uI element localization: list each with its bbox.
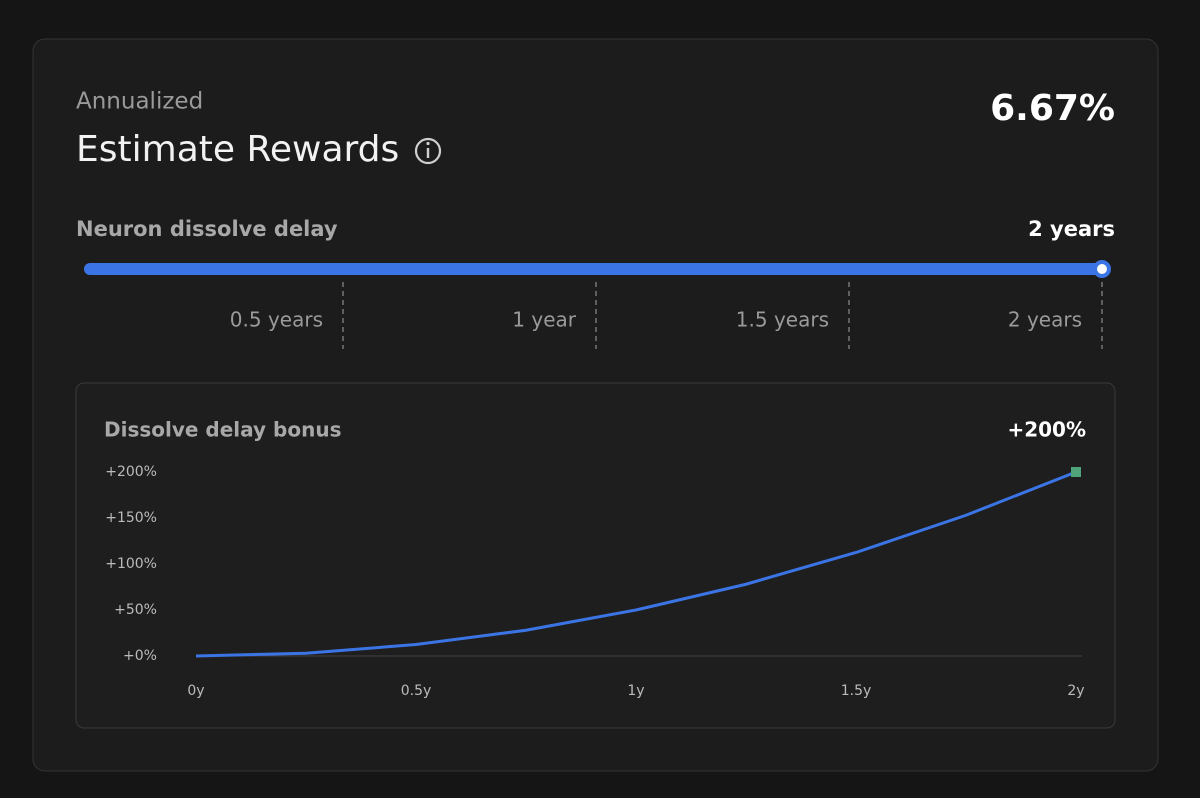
- slider-tick-label: 1 year: [512, 308, 576, 332]
- slider-tick-label: 2 years: [1008, 308, 1082, 332]
- y-tick-label: +200%: [105, 464, 157, 480]
- end-marker: [1071, 467, 1081, 477]
- chart: +0% +50% +100% +150% +200% 0y 0.5y 1y 1.5y 2y: [105, 464, 1084, 699]
- x-tick-label: 0y: [187, 683, 204, 699]
- slider-tick-label: 1.5 years: [736, 308, 829, 332]
- x-tick-label: 1.5y: [841, 683, 872, 699]
- y-tick-label: +0%: [123, 648, 157, 664]
- chart-title: Dissolve delay bonus: [104, 418, 341, 442]
- title: Estimate Rewards: [76, 129, 399, 170]
- info-icon[interactable]: [414, 137, 442, 165]
- slider-label: Neuron dissolve delay: [76, 217, 338, 241]
- x-tick-label: 2y: [1067, 683, 1084, 699]
- slider-value: 2 years: [1028, 217, 1115, 241]
- line: [195, 470, 1077, 658]
- chart-current-label: +200%: [1007, 418, 1086, 442]
- x-tick-label: 1y: [627, 683, 644, 699]
- x-tick-label: 0.5y: [401, 683, 432, 699]
- slider-tick-label: 0.5 years: [230, 308, 323, 332]
- y-tick-label: +150%: [105, 510, 157, 526]
- chart-panel: [75, 382, 1116, 729]
- reward-value: 6.67%: [990, 88, 1115, 129]
- subtitle: Annualized: [76, 89, 203, 115]
- y-tick-label: +100%: [105, 556, 157, 572]
- slider[interactable]: 0.5 years 1 year 1.5 years 2 years: [84, 260, 1111, 349]
- y-tick-label: +50%: [114, 602, 157, 618]
- slider-thumb[interactable]: [1093, 260, 1111, 278]
